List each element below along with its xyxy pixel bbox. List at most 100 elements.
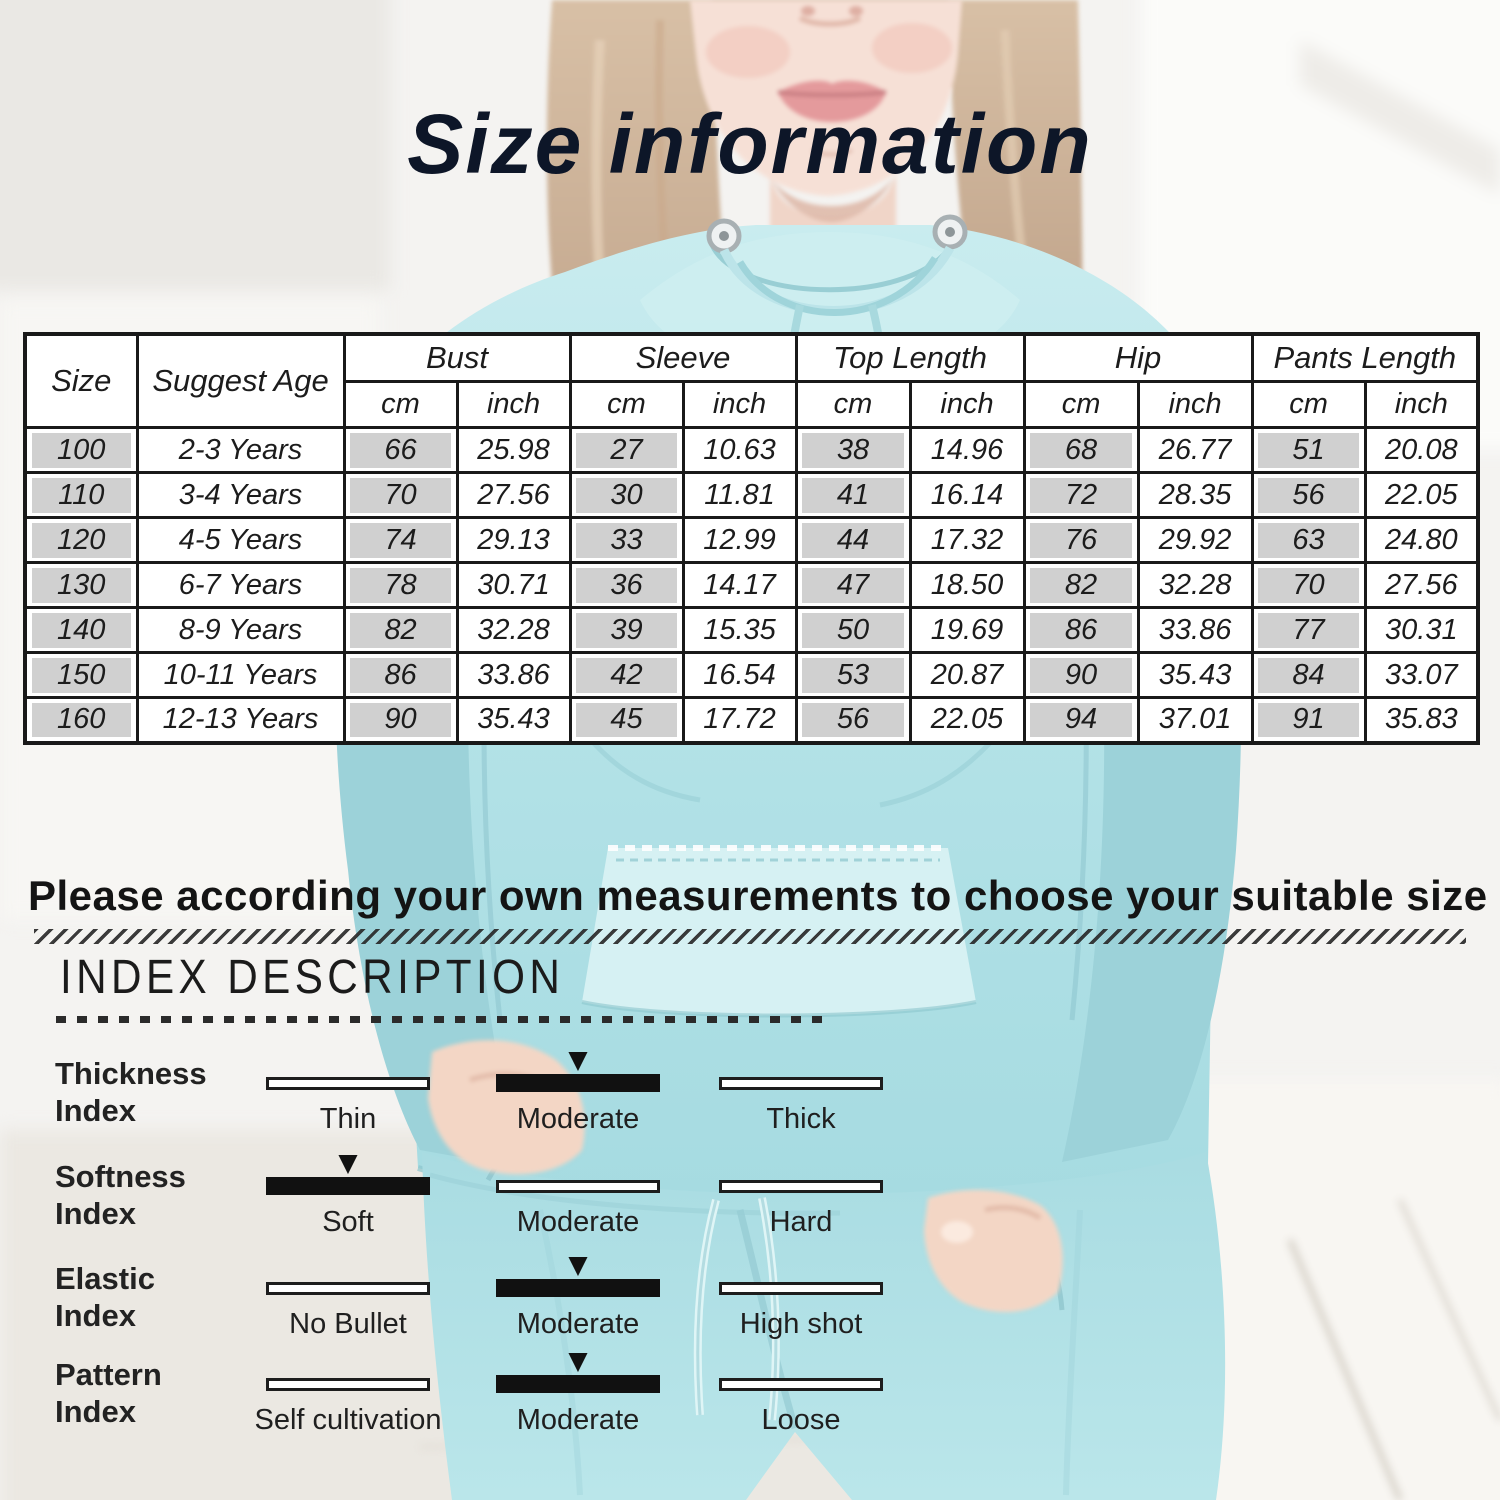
cell-value: 25.98 xyxy=(455,426,572,474)
unit-header-cm: cm xyxy=(1022,380,1140,429)
table-row: 160 12-13 Years 90 35.43 45 17.72 56 22.… xyxy=(23,696,1480,744)
cell-value: 32.28 xyxy=(455,606,572,654)
cell-value: 50 xyxy=(794,606,912,654)
index-scale-bar xyxy=(496,1375,660,1393)
cell-value: 24.80 xyxy=(1363,516,1480,564)
cell-value: 27.56 xyxy=(455,471,572,519)
col-header-sleeve: Sleeve xyxy=(568,332,798,383)
cell-size: 100 xyxy=(23,426,139,474)
index-option: ▼ Soft xyxy=(243,1149,453,1254)
table-group-header-row: Size Suggest Age Bust Sleeve Top Length … xyxy=(23,332,1480,429)
index-option: ▼ Moderate xyxy=(473,1347,683,1452)
index-option: ▼ Thin xyxy=(243,1053,453,1151)
cell-value: 22.05 xyxy=(908,696,1026,744)
selected-marker-icon: ▼ xyxy=(568,1045,588,1074)
cell-value: 14.96 xyxy=(908,426,1026,474)
cell-value: 30.71 xyxy=(455,561,572,609)
cell-value: 56 xyxy=(794,696,912,744)
col-header-hip: Hip xyxy=(1022,332,1254,383)
cell-value: 90 xyxy=(342,696,459,744)
index-scale-bar xyxy=(266,1177,430,1195)
cell-size: 150 xyxy=(23,651,139,699)
cell-value: 66 xyxy=(342,426,459,474)
col-header-bust: Bust xyxy=(342,332,572,383)
cell-value: 33.86 xyxy=(1136,606,1254,654)
cell-value: 51 xyxy=(1250,426,1367,474)
cell-value: 38 xyxy=(794,426,912,474)
col-header-suggest-age: Suggest Age xyxy=(135,332,346,429)
cell-size: 110 xyxy=(23,471,139,519)
cell-value: 33.86 xyxy=(455,651,572,699)
cell-value: 76 xyxy=(1022,516,1140,564)
index-row-thickness: Thickness Index ▼ Thin ▼ Moderate ▼ Thic… xyxy=(55,1046,935,1151)
cell-value: 44 xyxy=(794,516,912,564)
col-header-pants-length: Pants Length xyxy=(1250,332,1480,383)
unit-header-cm: cm xyxy=(794,380,912,429)
lips xyxy=(778,80,886,122)
index-option: ▼ No Bullet xyxy=(243,1258,453,1356)
cell-value: 47 xyxy=(794,561,912,609)
index-option: ▼ Hard xyxy=(696,1156,906,1254)
unit-header-cm: cm xyxy=(342,380,459,429)
cell-value: 39 xyxy=(568,606,685,654)
index-row-label: Softness Index xyxy=(55,1159,186,1231)
selected-marker-icon: ▼ xyxy=(568,1346,588,1375)
cell-value: 53 xyxy=(794,651,912,699)
table-row: 150 10-11 Years 86 33.86 42 16.54 53 20.… xyxy=(23,651,1480,699)
index-scale-bar xyxy=(496,1074,660,1092)
table-row: 110 3-4 Years 70 27.56 30 11.81 41 16.14… xyxy=(23,471,1480,519)
table-row: 130 6-7 Years 78 30.71 36 14.17 47 18.50… xyxy=(23,561,1480,609)
cell-value: 37.01 xyxy=(1136,696,1254,744)
cell-value: 20.08 xyxy=(1363,426,1480,474)
table-row: 140 8-9 Years 82 32.28 39 15.35 50 19.69… xyxy=(23,606,1480,654)
cell-value: 15.35 xyxy=(681,606,798,654)
cell-value: 90 xyxy=(1022,651,1140,699)
unit-header-inch: inch xyxy=(908,380,1026,429)
cell-value: 68 xyxy=(1022,426,1140,474)
index-option: ▼ Moderate xyxy=(473,1251,683,1356)
cell-value: 18.50 xyxy=(908,561,1026,609)
index-scale-bar xyxy=(719,1077,883,1090)
index-row-label: Pattern Index xyxy=(55,1357,162,1429)
left-hand xyxy=(428,1040,585,1175)
cell-value: 30.31 xyxy=(1363,606,1480,654)
index-row-label: Thickness Index xyxy=(55,1056,207,1128)
index-description-heading: INDEX DESCRIPTION xyxy=(60,951,565,1004)
unit-header-inch: inch xyxy=(1136,380,1254,429)
cell-value: 70 xyxy=(342,471,459,519)
index-scale-bar xyxy=(496,1279,660,1297)
size-chart-table: Size Suggest Age Bust Sleeve Top Length … xyxy=(23,332,1481,745)
cell-age: 10-11 Years xyxy=(135,651,346,699)
cell-value: 17.32 xyxy=(908,516,1026,564)
selected-marker-icon: ▼ xyxy=(338,1148,358,1177)
cell-value: 56 xyxy=(1250,471,1367,519)
selected-marker-icon: ▼ xyxy=(568,1250,588,1279)
cell-value: 94 xyxy=(1022,696,1140,744)
cell-value: 70 xyxy=(1250,561,1367,609)
cell-value: 45 xyxy=(568,696,685,744)
hands xyxy=(428,1040,1063,1313)
unit-header-inch: inch xyxy=(1363,380,1480,429)
index-option: ▼ Moderate xyxy=(473,1156,683,1254)
table-row: 120 4-5 Years 74 29.13 33 12.99 44 17.32… xyxy=(23,516,1480,564)
cell-value: 11.81 xyxy=(681,471,798,519)
cell-value: 86 xyxy=(342,651,459,699)
index-row-label: Elastic Index xyxy=(55,1261,155,1333)
index-scale-bar xyxy=(719,1378,883,1391)
table-unit-header-row: cm inch cm inch cm inch cm inch cm inch xyxy=(25,380,1480,429)
index-row-softness: Softness Index ▼ Soft ▼ Moderate ▼ Hard xyxy=(55,1149,935,1254)
measurement-note: Please according your own measurements t… xyxy=(28,872,1488,919)
cell-value: 36 xyxy=(568,561,685,609)
index-option: ▼ Thick xyxy=(696,1053,906,1151)
cell-size: 130 xyxy=(23,561,139,609)
index-scale-bar xyxy=(719,1282,883,1295)
hatch-divider xyxy=(34,929,1466,944)
cell-value: 35.43 xyxy=(455,696,572,744)
cell-value: 22.05 xyxy=(1363,471,1480,519)
cell-size: 140 xyxy=(23,606,139,654)
index-option: ▼ Moderate xyxy=(473,1046,683,1151)
unit-header-cm: cm xyxy=(1250,380,1367,429)
cell-value: 35.43 xyxy=(1136,651,1254,699)
cell-value: 16.54 xyxy=(681,651,798,699)
